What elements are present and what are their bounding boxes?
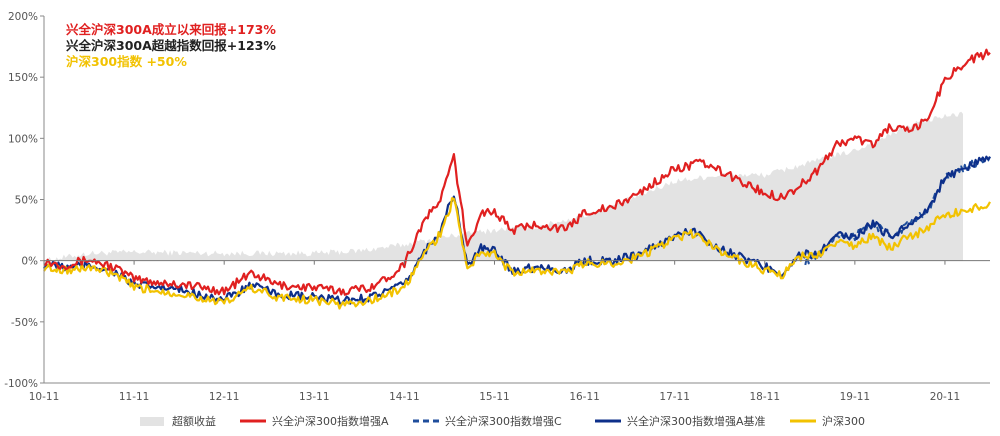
y-tick-label: -100% <box>4 378 38 390</box>
series-line-1 <box>43 48 991 296</box>
legend: 超额收益 兴全沪深300指数增强A 兴全沪深300指数增强C 兴全沪深300指数增强A… <box>140 414 865 428</box>
x-tick-label: 20-11 <box>930 391 961 403</box>
x-tick-label: 16-11 <box>569 391 600 403</box>
legend-swatch-excess-return <box>140 417 164 426</box>
annotation-1: 兴全沪深300A超越指数回报+123% <box>66 38 276 53</box>
annotation-0: 兴全沪深300A成立以来回报+173% <box>66 22 276 37</box>
x-tick-label: 13-11 <box>299 391 330 403</box>
x-tick-label: 18-11 <box>750 391 781 403</box>
legend-label-1: 兴全沪深300指数增强A <box>272 414 389 428</box>
axes: 200% 150% 100% 50% 0% -50% -100%10-11 11-11 12-1… <box>4 11 990 403</box>
x-tick-label: 14-11 <box>389 391 420 403</box>
y-tick-label: 150% <box>8 72 38 84</box>
x-tick-label: 15-11 <box>479 391 510 403</box>
legend-label-0: 超额收益 <box>172 414 216 428</box>
series-line-2 <box>804 156 991 266</box>
return-annotations: 兴全沪深300A成立以来回报+173%兴全沪深300A超越指数回报+123%沪深… <box>66 22 276 69</box>
series-area-excess-return <box>44 111 963 264</box>
series-lines-layer <box>42 48 991 310</box>
legend-label-3: 兴全沪深300指数增强A基准 <box>627 414 766 428</box>
x-tick-label: 19-11 <box>840 391 871 403</box>
excess-return-area-layer <box>44 111 963 264</box>
y-tick-label: 50% <box>15 195 38 207</box>
x-tick-label: 10-11 <box>29 391 60 403</box>
y-tick-label: -50% <box>11 317 38 329</box>
x-tick-label: 11-11 <box>119 391 150 403</box>
legend-label-2: 兴全沪深300指数增强C <box>445 414 562 428</box>
series-line-4 <box>43 197 991 310</box>
x-tick-label: 17-11 <box>659 391 690 403</box>
x-tick-label: 12-11 <box>209 391 240 403</box>
y-tick-label: 200% <box>8 11 38 23</box>
legend-label-4: 沪深300 <box>822 414 865 428</box>
y-tick-label: 0% <box>21 256 38 268</box>
y-tick-label: 100% <box>8 133 38 145</box>
annotation-2: 沪深300指数 +50% <box>66 54 187 69</box>
